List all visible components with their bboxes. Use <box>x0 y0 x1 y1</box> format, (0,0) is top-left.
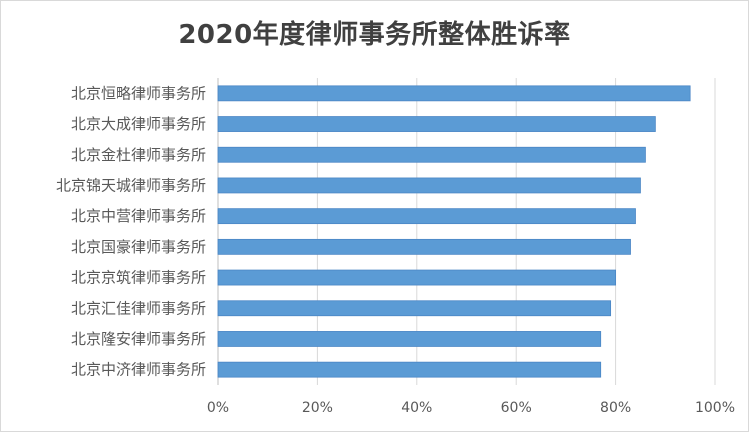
category-label: 北京中济律师事务所 <box>71 361 206 379</box>
category-label: 北京汇佳律师事务所 <box>71 299 206 317</box>
category-label: 北京国豪律师事务所 <box>71 238 206 256</box>
bar <box>217 238 631 255</box>
bar <box>217 331 602 347</box>
x-tick-label: 40% <box>401 400 432 416</box>
category-labels: 北京恒略律师事务所北京大成律师事务所北京金杜律师事务所北京锦天城律师事务所北京中… <box>56 84 206 378</box>
bar <box>217 177 641 194</box>
x-tick-label: 20% <box>302 400 333 416</box>
category-label: 北京隆安律师事务所 <box>71 330 206 348</box>
bar <box>217 146 646 163</box>
category-label: 北京金杜律师事务所 <box>71 146 206 164</box>
x-tick-label: 60% <box>501 400 532 416</box>
bar <box>217 85 691 102</box>
x-tick-label: 80% <box>600 400 631 416</box>
category-label: 北京恒略律师事务所 <box>71 84 206 102</box>
bar <box>217 208 636 225</box>
bar <box>217 269 617 286</box>
bars <box>217 85 691 378</box>
category-label: 北京中营律师事务所 <box>71 207 206 225</box>
bar <box>217 300 612 317</box>
category-label: 北京大成律师事务所 <box>71 115 206 133</box>
bar <box>217 361 602 378</box>
x-tick-label: 0% <box>207 400 229 416</box>
bar <box>217 116 656 132</box>
category-label: 北京京筑律师事务所 <box>71 269 206 287</box>
x-tick-label: 100% <box>695 400 735 416</box>
category-label: 北京锦天城律师事务所 <box>56 176 206 194</box>
chart-title: 2020年度律师事务所整体胜诉率 <box>178 20 571 50</box>
x-tick-labels: 0% 20% 40% 60% 80% 100% <box>207 400 735 416</box>
